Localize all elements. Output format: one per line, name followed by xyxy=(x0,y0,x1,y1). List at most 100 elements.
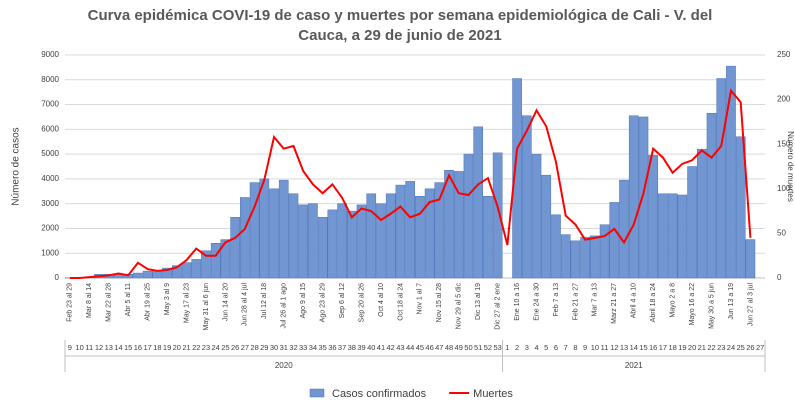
week-label: 50 xyxy=(464,343,472,352)
week-label: 12 xyxy=(610,343,618,352)
bar xyxy=(696,148,707,279)
week-label: 27 xyxy=(756,343,764,352)
week-label: 35 xyxy=(318,343,326,352)
week-label: 39 xyxy=(357,343,365,352)
date-label: Sep 20 al 26 xyxy=(358,283,365,322)
bar xyxy=(346,210,357,279)
date-label: Oct 18 al 24 xyxy=(397,283,404,321)
bar xyxy=(551,214,561,279)
date-label: Jun 13 a 19 xyxy=(728,283,735,320)
week-label: 44 xyxy=(406,343,414,352)
week-label: 25 xyxy=(737,343,745,352)
bar xyxy=(716,78,727,279)
week-label: 18 xyxy=(668,343,676,352)
bar xyxy=(376,203,386,279)
legend-swatch xyxy=(309,388,325,398)
week-label: 1 xyxy=(505,343,509,352)
week-label: 3 xyxy=(525,343,529,352)
y-tick-label: 4000 xyxy=(41,174,59,183)
bar xyxy=(735,136,746,279)
week-label: 34 xyxy=(309,343,317,352)
bar xyxy=(317,217,328,279)
bar xyxy=(628,115,639,279)
week-label: 4 xyxy=(534,343,538,352)
bar xyxy=(687,166,697,279)
bar xyxy=(570,240,581,279)
bar xyxy=(191,259,202,279)
date-label: Mar 8 al 14 xyxy=(86,283,93,318)
bar xyxy=(327,209,338,279)
week-label: 31 xyxy=(280,343,288,352)
bar xyxy=(240,197,250,279)
week-label: 43 xyxy=(396,343,404,352)
bar xyxy=(133,272,143,279)
y-tick-label: 8000 xyxy=(41,75,59,84)
bar xyxy=(171,265,182,279)
bar xyxy=(162,267,172,279)
date-label: Feb 23 al 29 xyxy=(67,283,74,322)
bar xyxy=(745,239,756,279)
legend-label: Casos confirmados xyxy=(332,388,427,400)
y2-tick-label: 200 xyxy=(777,95,791,104)
week-label: 53 xyxy=(493,343,501,352)
y2-tick-label: 0 xyxy=(777,273,782,282)
week-label: 22 xyxy=(707,343,715,352)
week-label: 19 xyxy=(163,343,171,352)
week-label: 14 xyxy=(114,343,122,352)
date-label: Feb 21 a 27 xyxy=(572,283,579,320)
date-label: Nov 29 al 5 dic xyxy=(456,283,463,330)
date-label: Jul 12 al 18 xyxy=(261,283,268,319)
bar xyxy=(580,236,590,279)
date-label: May 30 a 5 jun xyxy=(708,283,715,329)
bar xyxy=(142,270,153,279)
date-label: Marz 21 a 27 xyxy=(611,283,618,324)
date-label: Ago 9 al 15 xyxy=(300,283,307,319)
date-label: Abril 4 a 10 xyxy=(631,283,638,319)
date-label: Nov 15 al 28 xyxy=(436,283,443,322)
date-label: Ago 23 al 29 xyxy=(319,283,326,322)
week-label: 17 xyxy=(659,343,667,352)
y-tick-label: 3000 xyxy=(41,199,59,208)
week-label: 16 xyxy=(134,343,142,352)
bar xyxy=(210,243,221,279)
week-label: 9 xyxy=(68,343,72,352)
date-label: Nov 1 al 7 xyxy=(417,283,424,315)
date-label: Mayo 16 a 22 xyxy=(689,283,696,326)
y-tick-label: 9000 xyxy=(41,50,59,59)
bar xyxy=(590,235,600,279)
date-label: May 3 al 9 xyxy=(164,283,171,315)
week-label: 17 xyxy=(143,343,151,352)
week-label: 8 xyxy=(573,343,577,352)
week-label: 25 xyxy=(221,343,229,352)
week-label: 22 xyxy=(192,343,200,352)
week-label: 29 xyxy=(260,343,268,352)
bar xyxy=(424,188,435,279)
year-label: 2021 xyxy=(625,361,643,370)
week-label: 41 xyxy=(377,343,385,352)
y-tick-label: 7000 xyxy=(41,100,59,109)
date-label: Ene 24 a 30 xyxy=(533,283,540,321)
bar xyxy=(395,184,406,279)
date-label: May 17 al 23 xyxy=(183,283,190,323)
date-label: Abril 18 a 24 xyxy=(650,283,657,322)
week-label: 33 xyxy=(299,343,307,352)
week-label: 19 xyxy=(678,343,686,352)
week-label: 16 xyxy=(649,343,657,352)
week-label: 11 xyxy=(601,343,609,352)
bar xyxy=(453,171,464,279)
y2-tick-label: 150 xyxy=(777,139,791,148)
week-label: 45 xyxy=(416,343,424,352)
date-label: Dic 13 al 19 xyxy=(475,283,482,320)
bar xyxy=(531,153,542,279)
week-label: 48 xyxy=(445,343,453,352)
week-label: 23 xyxy=(202,343,210,352)
bar xyxy=(492,152,503,279)
bar xyxy=(298,204,309,279)
bar xyxy=(356,204,367,279)
bar xyxy=(609,202,620,279)
week-label: 51 xyxy=(474,343,482,352)
week-label: 21 xyxy=(182,343,190,352)
week-label: 49 xyxy=(455,343,463,352)
